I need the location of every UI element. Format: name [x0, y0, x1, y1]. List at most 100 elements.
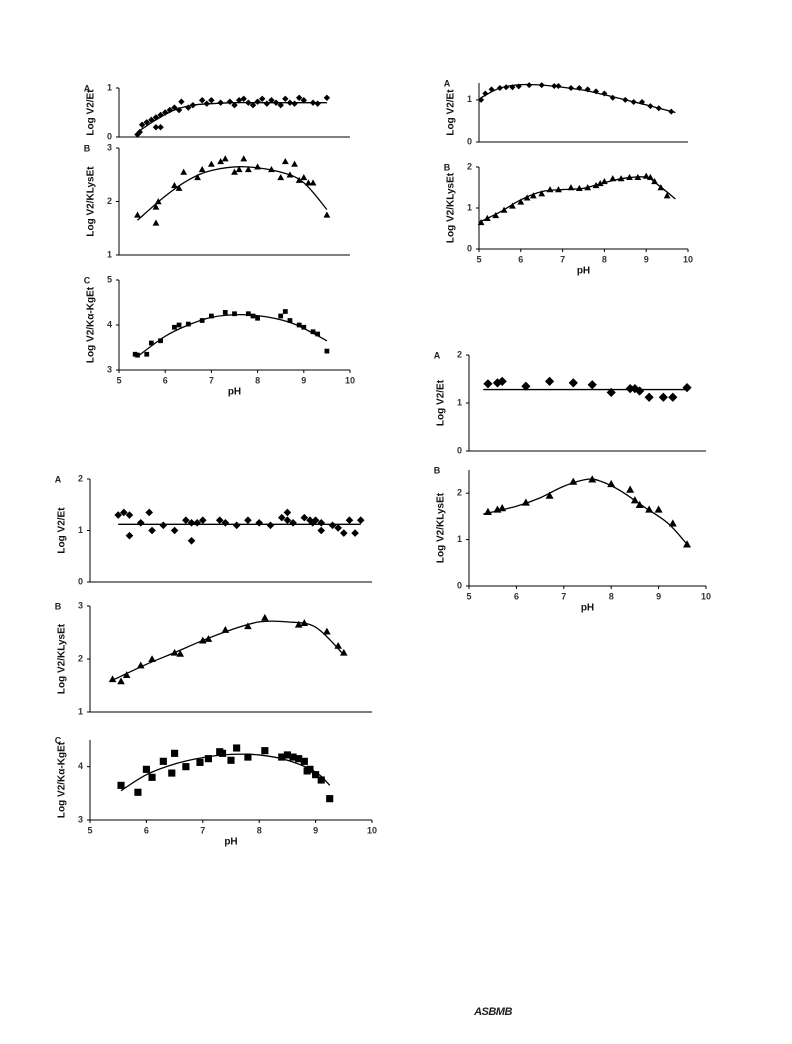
data-point [159, 521, 168, 530]
y-axis-label: Log V2/KLysEt [57, 623, 68, 694]
data-point [170, 648, 179, 656]
y-tick-label: 1 [107, 82, 112, 92]
y-tick-label: 1 [457, 397, 462, 407]
data-point [125, 511, 134, 519]
data-point [240, 155, 248, 162]
data-point [635, 386, 645, 396]
data-point [584, 86, 591, 93]
data-point [283, 516, 292, 524]
data-point [683, 540, 692, 548]
data-point [596, 180, 604, 187]
data-point [261, 747, 269, 755]
data-point [171, 182, 178, 189]
data-point [300, 757, 308, 765]
data-point [148, 340, 154, 346]
data-point [240, 95, 247, 102]
data-point [136, 518, 145, 527]
data-point [300, 619, 309, 626]
data-point [114, 511, 122, 519]
data-point [277, 101, 284, 109]
data-point [148, 116, 155, 124]
data-point [483, 379, 493, 389]
panel-label: A [434, 350, 441, 360]
data-point [261, 613, 269, 621]
x-tick-label: 6 [163, 375, 168, 385]
x-axis-label: pH [224, 837, 237, 848]
fit-curve [137, 313, 328, 358]
data-point [625, 384, 635, 394]
data-point [204, 635, 213, 642]
data-point [647, 103, 654, 110]
data-point [172, 324, 177, 330]
data-point [286, 171, 294, 178]
data-point [587, 380, 597, 390]
data-point [282, 309, 288, 314]
data-point [268, 166, 275, 173]
data-point [295, 755, 303, 763]
data-point [198, 166, 206, 173]
data-point [658, 392, 668, 402]
y-tick-label: 2 [457, 488, 462, 498]
data-point [215, 516, 224, 524]
data-point [194, 174, 201, 181]
data-point [259, 95, 266, 102]
data-point [287, 318, 293, 323]
y-tick-label: 4 [78, 761, 83, 771]
data-point [286, 99, 294, 106]
data-point [272, 99, 280, 106]
data-point [122, 671, 131, 678]
y-tick-label: 2 [457, 349, 462, 359]
data-point [668, 519, 677, 527]
data-point [312, 771, 320, 779]
data-point [136, 128, 143, 136]
data-point [117, 677, 125, 685]
data-point [478, 96, 485, 103]
data-point [170, 526, 179, 535]
data-point [176, 322, 182, 328]
data-point [289, 518, 297, 527]
data-point [555, 186, 562, 193]
data-point [182, 763, 190, 771]
x-tick-label: 10 [683, 254, 693, 264]
x-tick-label: 6 [144, 825, 149, 835]
data-point [498, 504, 507, 512]
panel: 1 2 3 B Log V2/KLysEt [84, 142, 350, 259]
data-point [517, 198, 525, 205]
data-point [630, 98, 637, 105]
data-point [138, 121, 146, 128]
data-point [185, 321, 191, 327]
data-point [231, 168, 238, 175]
data-point [300, 174, 308, 181]
y-axis-label: Log V2/KLysEt [86, 166, 97, 237]
data-point [226, 98, 234, 105]
y-tick-label: 3 [107, 364, 112, 374]
data-point [222, 310, 228, 315]
data-point [551, 82, 558, 89]
x-tick-label: 9 [313, 825, 318, 835]
data-point [544, 376, 555, 386]
data-point [263, 100, 271, 107]
panel: 1 2 3 B Log V2/KLysEt [55, 600, 372, 716]
data-point [521, 498, 530, 506]
y-tick-label: 3 [78, 814, 83, 824]
data-point [255, 518, 263, 527]
data-point [323, 627, 331, 635]
y-axis-label: Log V2/Et [446, 89, 457, 136]
x-tick-label: 7 [560, 254, 565, 264]
data-point [668, 108, 675, 115]
data-point [199, 318, 205, 323]
data-point [277, 513, 286, 522]
data-point [622, 96, 629, 103]
y-tick-label: 0 [107, 131, 112, 141]
data-point [245, 311, 251, 317]
data-point [278, 753, 286, 761]
data-point [630, 384, 640, 394]
data-point [567, 184, 575, 191]
y-tick-label: 2 [107, 196, 112, 206]
panel-label: A [84, 83, 91, 93]
data-point [196, 758, 204, 766]
fit-curve [478, 176, 676, 223]
data-point [592, 182, 600, 189]
